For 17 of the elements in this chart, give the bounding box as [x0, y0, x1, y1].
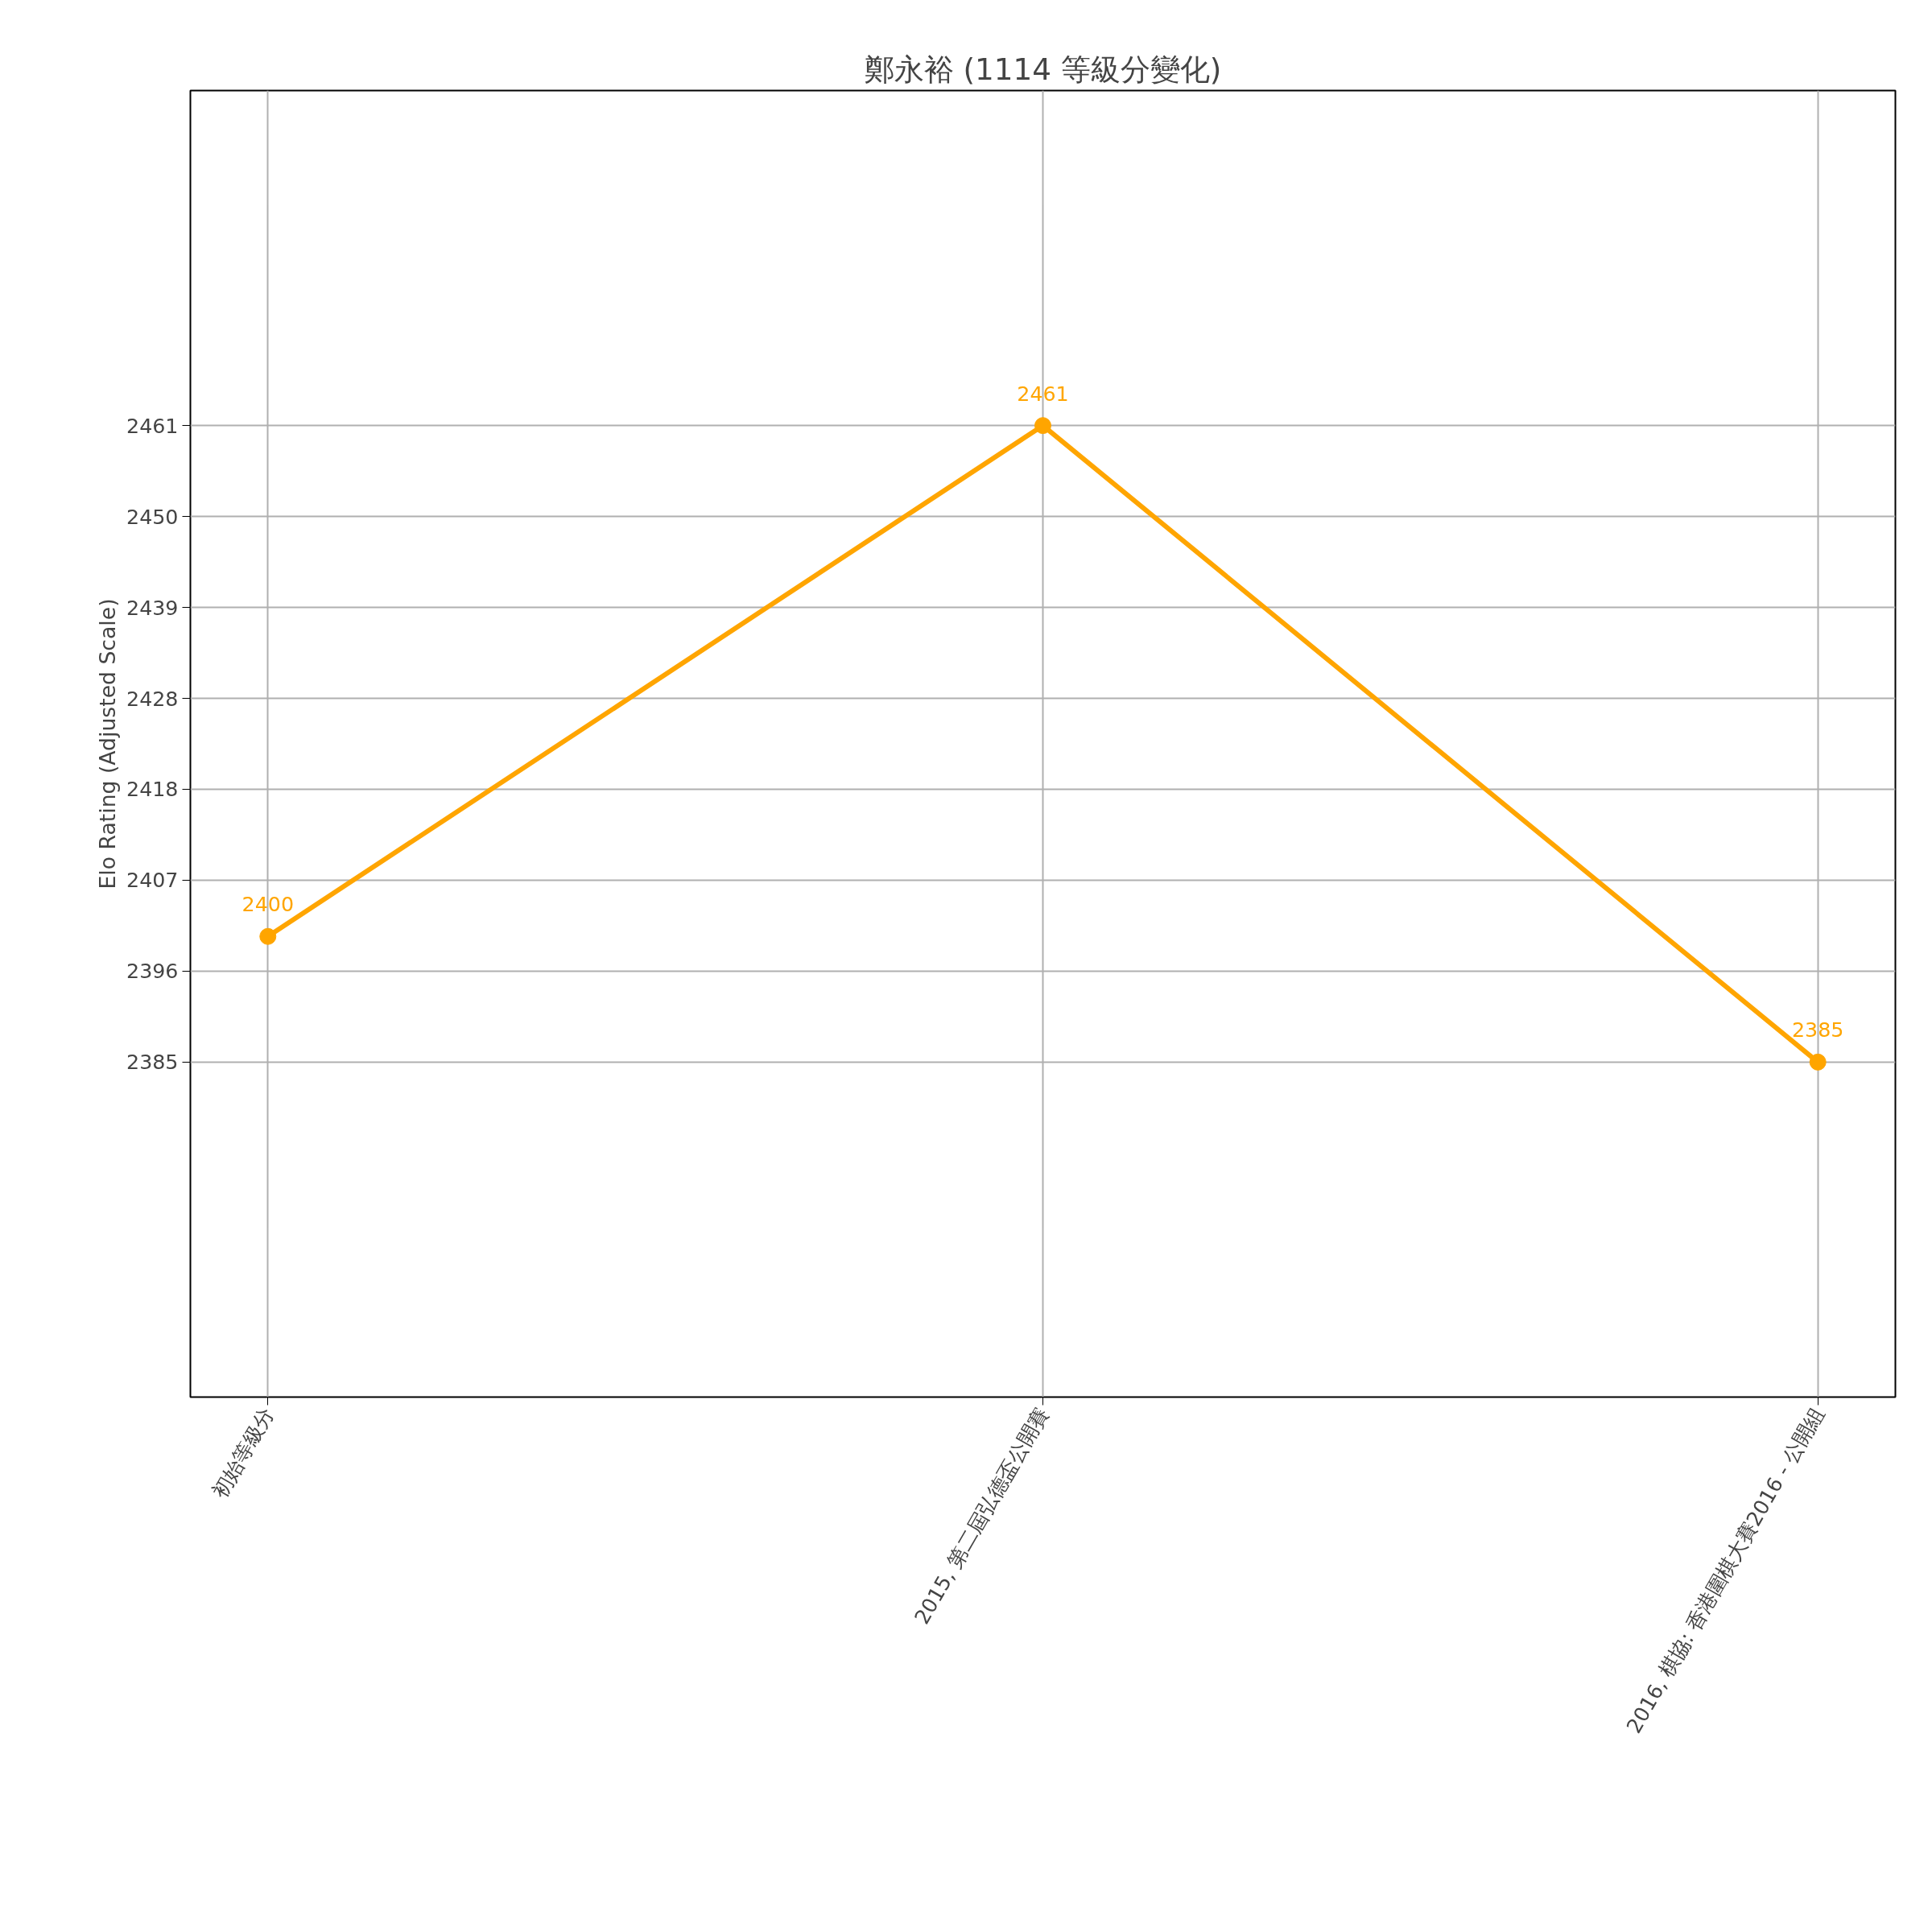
point [259, 927, 277, 945]
x-tick-label: 初始等級分 [207, 1403, 279, 1503]
point [1034, 417, 1051, 435]
y-tick-label: 2450 [126, 504, 179, 529]
y-tick-label: 2428 [126, 686, 179, 711]
y-tick-label: 2418 [126, 777, 179, 802]
data-label: 2461 [1017, 381, 1069, 406]
y-tick-label: 2396 [126, 959, 179, 984]
y-tick-label: 2461 [126, 413, 179, 438]
y-tick-label: 2385 [126, 1050, 179, 1075]
chart-title: 鄭永裕 (1114 等級分變化) [864, 51, 1222, 87]
y-tick-label: 2439 [126, 595, 179, 620]
data-label: 2385 [1792, 1018, 1844, 1042]
point [1809, 1053, 1827, 1071]
y-tick-label: 2407 [126, 868, 179, 893]
y-axis-title: Elo Rating (Adjusted Scale) [95, 598, 121, 890]
data-label: 2400 [242, 892, 295, 917]
